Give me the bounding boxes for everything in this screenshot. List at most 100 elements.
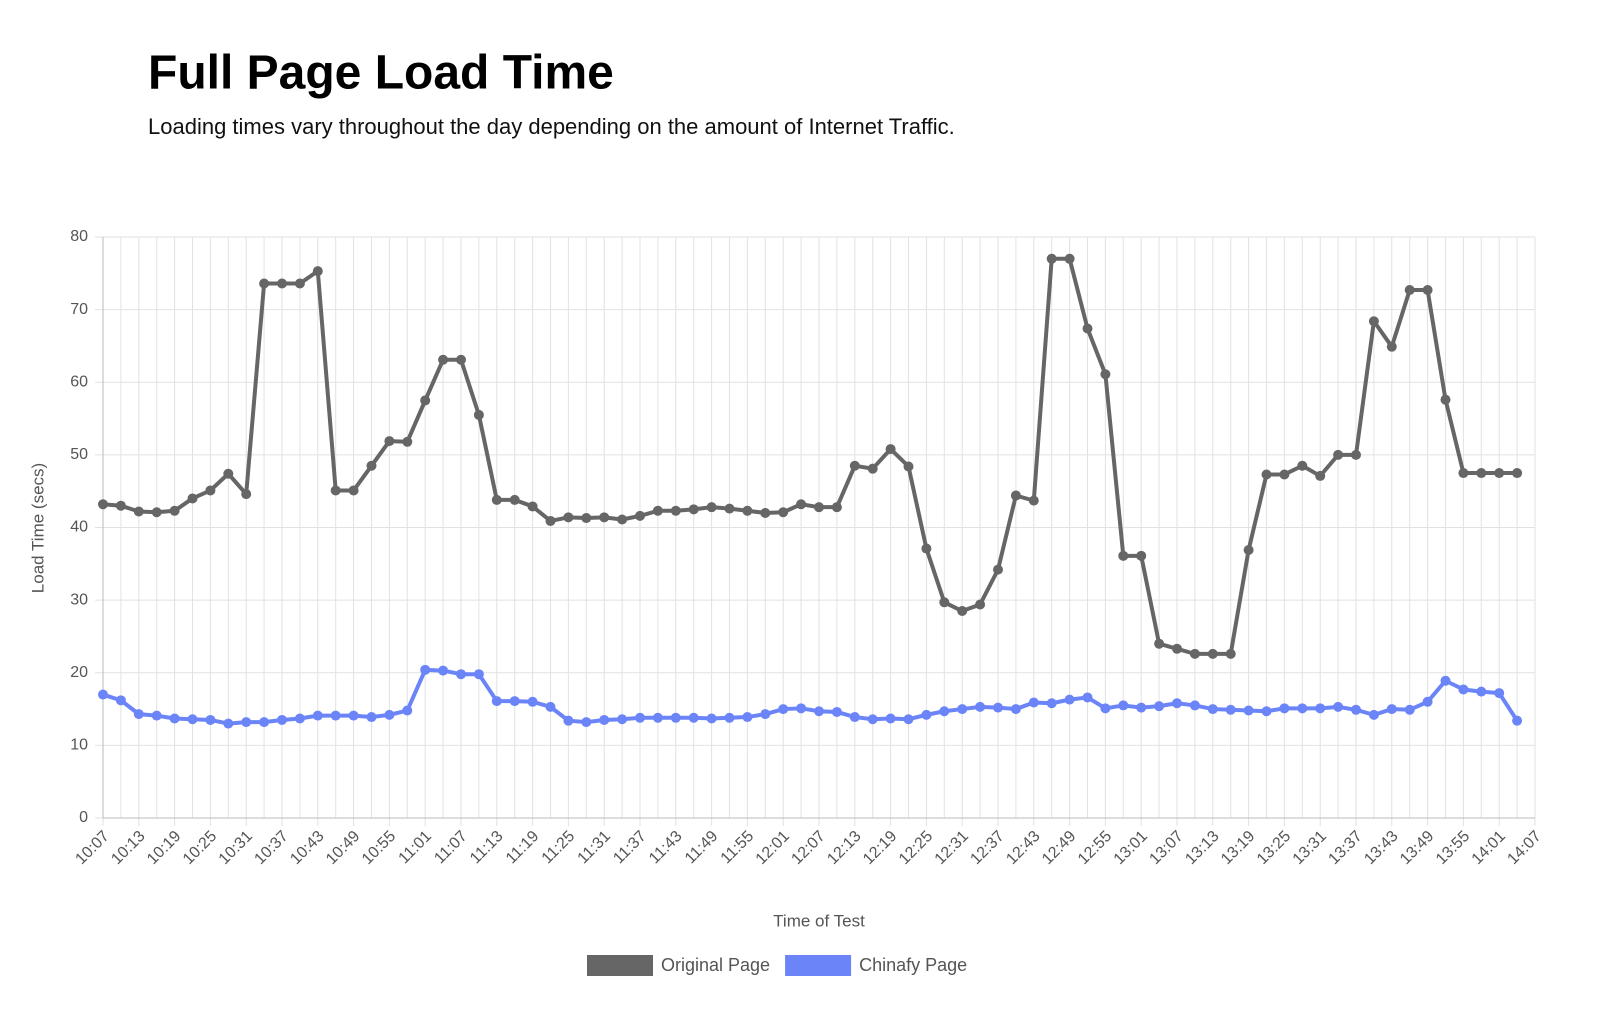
point (617, 514, 628, 525)
legend-label: Chinafy Page (859, 955, 967, 975)
point (581, 513, 592, 524)
point (151, 710, 162, 721)
chart-subtitle: Loading times vary throughout the day de… (148, 114, 955, 139)
x-tick-label: 13:49 (1397, 828, 1437, 868)
x-tick-label: 14:01 (1469, 828, 1509, 868)
point (169, 713, 180, 724)
x-tick-label: 12:31 (932, 828, 972, 868)
point (1100, 703, 1111, 714)
point (456, 669, 466, 680)
point (706, 713, 717, 724)
point (957, 704, 968, 715)
point (635, 510, 645, 521)
point (241, 489, 252, 500)
point (1297, 703, 1308, 714)
point (366, 460, 377, 471)
point (1440, 394, 1451, 405)
point (831, 706, 842, 717)
point (635, 712, 645, 723)
point (1243, 545, 1254, 556)
point (1512, 468, 1523, 479)
legend-swatch (587, 955, 653, 976)
point (1333, 449, 1344, 460)
point (1261, 706, 1272, 717)
point (1225, 648, 1236, 659)
x-tick-label: 10:31 (216, 828, 256, 868)
point (1315, 470, 1326, 481)
point (724, 712, 735, 723)
point (688, 712, 699, 723)
point (885, 713, 896, 724)
y-tick-label: 40 (70, 519, 88, 536)
point (348, 710, 359, 721)
point (903, 461, 914, 472)
point (115, 695, 126, 706)
point (348, 485, 359, 496)
point (187, 714, 198, 725)
point (1261, 469, 1272, 480)
point (1404, 704, 1415, 715)
point (223, 718, 234, 729)
point (98, 689, 108, 700)
point (885, 444, 896, 455)
point (742, 505, 753, 516)
point (384, 709, 395, 720)
point (312, 710, 323, 721)
point (420, 664, 431, 675)
point (1225, 704, 1236, 715)
point (670, 505, 681, 516)
x-tick-label: 10:49 (323, 828, 363, 868)
x-tick-label: 13:01 (1111, 828, 1151, 868)
point (849, 712, 860, 723)
point (706, 502, 717, 513)
point (1154, 701, 1165, 712)
point (1100, 369, 1111, 380)
x-tick-label: 10:43 (287, 828, 327, 868)
point (760, 507, 771, 518)
point (205, 485, 216, 496)
point (1010, 704, 1021, 715)
point (545, 515, 556, 526)
point (509, 696, 520, 707)
point (1458, 684, 1469, 695)
point (1494, 468, 1505, 479)
y-tick-label: 10 (70, 737, 88, 754)
point (491, 696, 502, 707)
point (456, 354, 466, 365)
point (652, 505, 663, 516)
point (509, 494, 520, 505)
point (491, 494, 502, 505)
point (402, 436, 413, 447)
point (259, 278, 270, 289)
x-tick-label: 11:31 (575, 828, 615, 868)
point (1207, 648, 1218, 659)
y-tick-label: 20 (70, 664, 88, 681)
point (438, 665, 449, 676)
point (1315, 703, 1326, 714)
x-tick-label: 12:49 (1039, 828, 1079, 868)
x-tick-label: 11:07 (431, 828, 471, 868)
x-tick-label: 13:55 (1433, 828, 1473, 868)
point (1494, 688, 1505, 699)
point (867, 463, 878, 474)
x-tick-label: 10:19 (144, 828, 184, 868)
point (402, 705, 413, 716)
point (993, 702, 1003, 713)
point (1136, 550, 1147, 561)
point (1458, 468, 1469, 479)
x-tick-label: 12:37 (967, 828, 1007, 868)
point (1082, 323, 1093, 334)
point (1279, 703, 1290, 714)
x-tick-label: 10:07 (72, 828, 112, 868)
point (1440, 675, 1451, 686)
point (1351, 449, 1361, 460)
x-tick-label: 12:07 (788, 828, 828, 868)
x-tick-label: 12:55 (1075, 828, 1115, 868)
point (688, 504, 699, 515)
point (742, 712, 753, 723)
point (98, 499, 108, 510)
point (1136, 702, 1147, 713)
x-tick-label: 11:49 (682, 828, 722, 868)
point (384, 436, 395, 447)
